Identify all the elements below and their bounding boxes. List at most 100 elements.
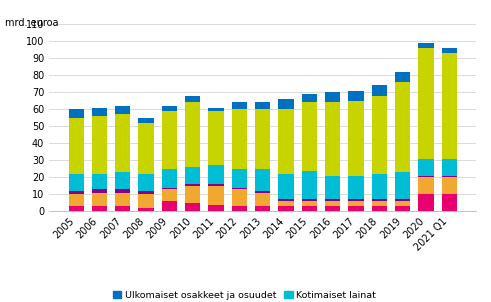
Bar (418, 159, 434, 176)
Bar (325, 200, 340, 201)
Bar (185, 96, 200, 102)
Bar (232, 206, 247, 211)
Bar (138, 123, 154, 174)
Bar (185, 102, 200, 167)
Bar (442, 177, 457, 194)
Bar (325, 102, 340, 176)
Bar (418, 176, 434, 177)
Bar (255, 206, 270, 211)
Bar (302, 206, 317, 211)
Bar (255, 193, 270, 206)
Bar (278, 206, 294, 211)
Bar (138, 118, 154, 123)
Bar (278, 109, 294, 174)
Bar (115, 189, 130, 193)
Bar (232, 109, 247, 169)
Bar (69, 118, 83, 174)
Legend: Ulkomaiset osakkeet ja osuudet, Kotimaiset osakkeet ja osuudet, Ulkomaiset laina: Ulkomaiset osakkeet ja osuudet, Kotimais… (113, 291, 412, 302)
Bar (69, 194, 83, 206)
Bar (185, 167, 200, 184)
Bar (278, 99, 294, 109)
Bar (372, 206, 387, 211)
Bar (255, 169, 270, 191)
Bar (395, 172, 410, 200)
Bar (349, 101, 363, 176)
Bar (278, 174, 294, 200)
Bar (232, 102, 247, 109)
Bar (442, 176, 457, 177)
Bar (302, 102, 317, 171)
Bar (185, 184, 200, 186)
Bar (138, 174, 154, 191)
Bar (185, 203, 200, 211)
Bar (255, 191, 270, 193)
Bar (209, 204, 223, 211)
Bar (232, 188, 247, 189)
Bar (92, 206, 107, 211)
Bar (162, 188, 177, 189)
Bar (92, 193, 107, 206)
Bar (395, 82, 410, 172)
Bar (302, 201, 317, 206)
Bar (372, 200, 387, 201)
Bar (325, 201, 340, 206)
Bar (418, 43, 434, 48)
Bar (395, 200, 410, 201)
Bar (325, 176, 340, 200)
Bar (115, 172, 130, 189)
Bar (162, 201, 177, 211)
Bar (418, 48, 434, 159)
Bar (255, 102, 270, 109)
Bar (69, 206, 83, 211)
Bar (278, 201, 294, 206)
Bar (349, 200, 363, 201)
Bar (325, 92, 340, 102)
Bar (209, 165, 223, 184)
Bar (138, 194, 154, 208)
Bar (115, 114, 130, 172)
Bar (185, 186, 200, 203)
Bar (92, 189, 107, 193)
Bar (442, 159, 457, 176)
Bar (69, 174, 83, 191)
Bar (302, 171, 317, 200)
Bar (209, 186, 223, 204)
Bar (302, 200, 317, 201)
Bar (395, 72, 410, 82)
Bar (349, 91, 363, 101)
Bar (395, 206, 410, 211)
Bar (349, 176, 363, 200)
Bar (372, 174, 387, 200)
Bar (69, 191, 83, 194)
Bar (302, 94, 317, 102)
Bar (325, 206, 340, 211)
Bar (69, 109, 83, 118)
Bar (349, 206, 363, 211)
Bar (418, 177, 434, 194)
Bar (162, 111, 177, 169)
Bar (162, 106, 177, 111)
Bar (349, 201, 363, 206)
Bar (115, 206, 130, 211)
Bar (138, 208, 154, 211)
Bar (255, 109, 270, 169)
Bar (442, 48, 457, 53)
Bar (92, 116, 107, 174)
Bar (418, 194, 434, 211)
Bar (115, 193, 130, 206)
Bar (442, 194, 457, 211)
Bar (278, 200, 294, 201)
Bar (372, 85, 387, 96)
Bar (138, 191, 154, 194)
Bar (232, 169, 247, 188)
Bar (92, 174, 107, 189)
Bar (209, 184, 223, 186)
Bar (372, 96, 387, 174)
Bar (209, 108, 223, 111)
Text: mrd. euroa: mrd. euroa (5, 18, 58, 28)
Bar (395, 201, 410, 206)
Bar (115, 106, 130, 114)
Bar (442, 53, 457, 159)
Bar (92, 108, 107, 116)
Bar (162, 189, 177, 201)
